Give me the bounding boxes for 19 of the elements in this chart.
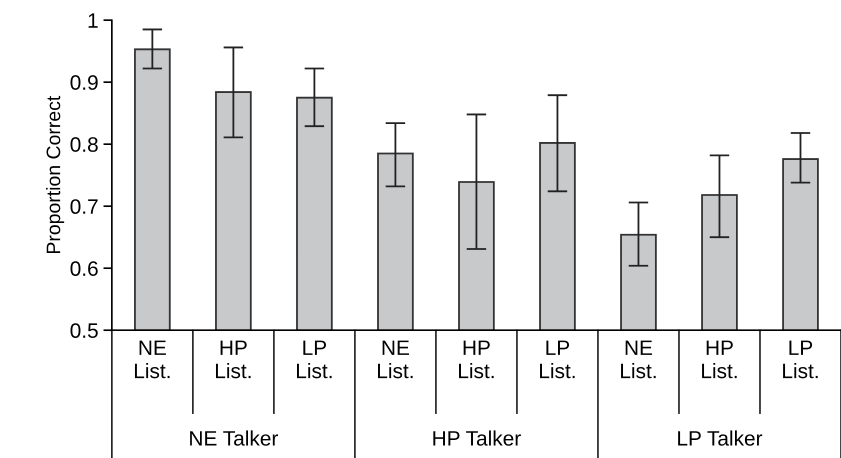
- y-tick-label: 0.5: [70, 323, 98, 338]
- y-tick-label: 0.9: [70, 75, 98, 90]
- x-tick-label: LP List.: [783, 340, 818, 378]
- y-tick-label: 1: [88, 13, 98, 28]
- x-tick-label: NE List.: [378, 340, 413, 378]
- y-axis-title: Proportion Correct: [46, 96, 64, 254]
- x-tick-label: HP List.: [216, 340, 251, 378]
- y-tick-label: 0.8: [70, 137, 98, 152]
- x-tick-label: LP List.: [540, 340, 575, 378]
- text: NE Talker: [190, 430, 278, 446]
- text: HP Talker: [433, 430, 521, 446]
- x-tick-label: NE List.: [621, 340, 656, 378]
- text: LP Talker: [678, 430, 762, 446]
- y-tick-label: 0.6: [70, 261, 98, 276]
- x-tick-label: HP List.: [459, 340, 494, 378]
- y-tick-label: 0.7: [70, 199, 98, 214]
- x-tick-label: LP List.: [297, 340, 332, 378]
- x-tick-label: NE List.: [134, 340, 170, 378]
- x-tick-label: HP List.: [702, 340, 737, 378]
